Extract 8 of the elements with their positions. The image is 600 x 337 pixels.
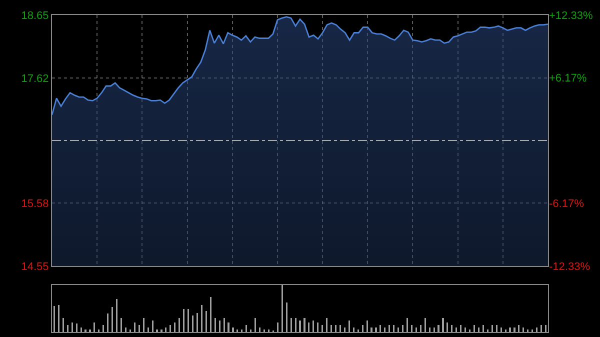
y2-tick-label: +12.33%: [549, 10, 593, 22]
y2-tick-label: -6.17%: [549, 198, 584, 210]
y-tick-label: 15.58: [21, 198, 49, 210]
y-tick-label: 17.62: [21, 72, 49, 85]
y2-tick-label: +6.17%: [549, 72, 587, 85]
y-tick-label: 14.55: [21, 260, 49, 273]
y2-tick-label: -12.33%: [549, 260, 590, 273]
y-tick-label: 18.65: [21, 10, 49, 22]
